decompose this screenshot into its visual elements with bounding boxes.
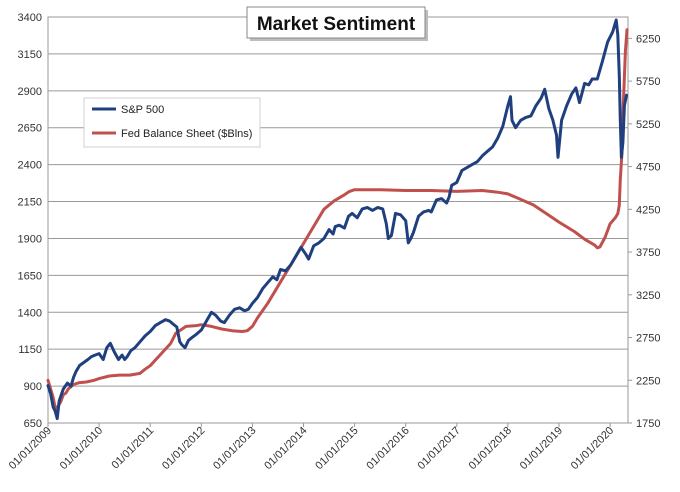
right-y-axis: 1750 2250 2750 3250 3750 4250 4750 5250 5750 6250 (628, 33, 660, 430)
gridlines (48, 53, 628, 387)
series-lines (46, 18, 629, 421)
chart-title-box: Market Sentiment (246, 6, 428, 41)
chart-title: Market Sentiment (257, 14, 416, 35)
sp500-series-line (46, 18, 628, 421)
left-y-tick-label: 1150 (18, 344, 42, 356)
fed-balance-series-line (46, 28, 629, 412)
legend-label-fed-balance: Fed Balance Sheet ($Blns) (121, 128, 252, 140)
right-y-tick-label: 5250 (636, 119, 660, 131)
legend-label-sp500: S&P 500 (121, 104, 164, 116)
legend-box (83, 97, 261, 148)
legend: S&P 500 Fed Balance Sheet ($Blns) (83, 97, 261, 148)
left-y-tick-label: 1900 (18, 233, 42, 245)
left-y-tick-label: 1650 (18, 270, 42, 282)
left-y-axis: 650 900 1150 1400 1650 1900 2150 2400 2650 2900 31… (18, 12, 42, 430)
left-y-tick-label: 650 (24, 418, 42, 430)
left-y-tick-label: 900 (24, 381, 42, 393)
left-y-tick-label: 2150 (18, 197, 42, 209)
right-y-tick-label: 6250 (636, 33, 660, 45)
right-y-tick-label: 2250 (636, 375, 660, 387)
right-y-tick-label: 3750 (636, 247, 660, 259)
right-y-tick-label: 4250 (636, 204, 660, 216)
left-y-tick-label: 1400 (18, 307, 42, 319)
right-y-tick-label: 5750 (636, 76, 660, 88)
right-y-tick-label: 4750 (636, 162, 660, 174)
right-y-tick-label: 2750 (636, 333, 660, 345)
left-y-tick-label: 2400 (18, 160, 42, 172)
right-y-tick-label: 1750 (636, 418, 660, 430)
left-y-tick-label: 2900 (18, 86, 42, 98)
left-y-tick-label: 3400 (18, 12, 42, 24)
title-box (246, 6, 426, 39)
left-y-tick-label: 3150 (18, 49, 42, 61)
left-y-tick-label: 2650 (18, 123, 42, 135)
right-y-tick-label: 3250 (636, 290, 660, 302)
